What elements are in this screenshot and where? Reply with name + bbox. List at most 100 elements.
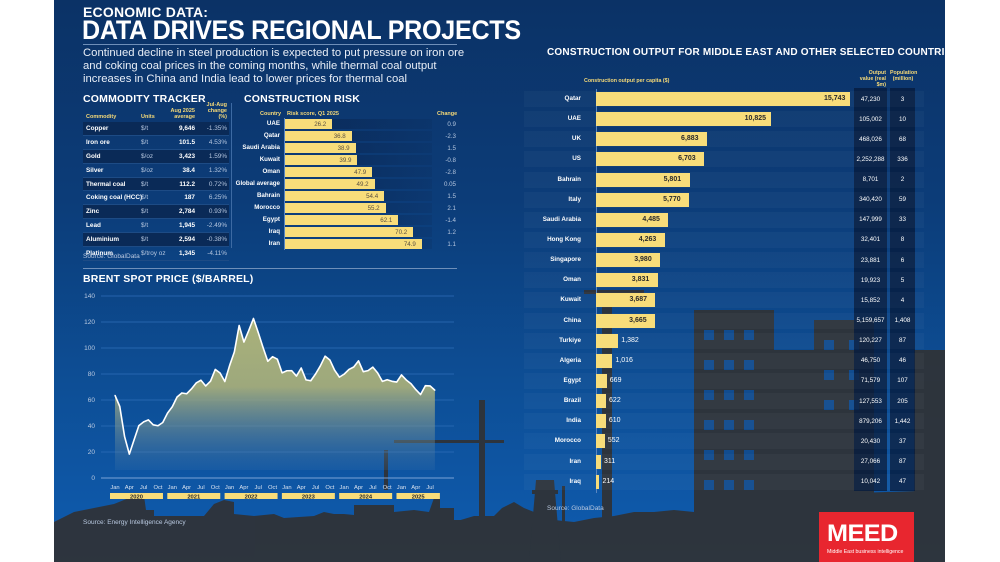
year-band	[110, 493, 163, 499]
country-label: Egypt	[563, 376, 582, 384]
meed-logo[interactable]: MEED Middle East business intelligence	[819, 512, 914, 562]
brent-point	[367, 370, 369, 372]
output-value-label: 5,770	[663, 195, 681, 203]
x-tick-label: Oct	[211, 485, 220, 491]
population-column-bg	[890, 88, 915, 491]
year-label: 2022	[245, 494, 258, 500]
risk-country-label: Morocco	[254, 204, 280, 211]
output-value-label: 311	[604, 457, 616, 465]
country-label: Singapore	[550, 256, 581, 264]
brent-point	[205, 385, 207, 387]
x-tick-label: Jan	[225, 485, 234, 491]
output-value-cell: 879,206	[859, 417, 882, 425]
country-label: UAE	[567, 115, 581, 123]
table-row: Silver $/oz 38.4 1.32%	[83, 164, 229, 178]
country-label: Hong Kong	[547, 235, 581, 243]
risk-row: Kuwait 39.9 -0.8	[240, 154, 458, 166]
commodity-average: 2,784	[179, 208, 195, 216]
risk-row: UAE 26.2 0.9	[240, 118, 458, 130]
output-row: Brazil 622 127,553 205	[524, 391, 924, 411]
output-bar	[596, 152, 705, 167]
output-row: Iraq 214 10,042 47	[524, 472, 924, 492]
output-value-cell: 120,227	[859, 337, 882, 345]
x-tick-label: Apr	[182, 485, 191, 491]
output-value-label: 3,687	[629, 296, 648, 304]
population-cell: 107	[897, 377, 908, 385]
commodity-name: Gold	[86, 152, 101, 160]
commodity-units: $/t	[141, 180, 149, 188]
population-cell: 1,408	[894, 317, 911, 325]
brent-point	[181, 392, 183, 394]
brent-point	[405, 379, 407, 381]
brent-point	[310, 380, 312, 382]
commodity-units: $/t	[141, 125, 149, 132]
risk-country-label: Oman	[262, 168, 280, 175]
column-header: Population (million)	[890, 70, 917, 82]
risk-value-label: 70.2	[395, 228, 408, 236]
commodity-average: 3,423	[179, 152, 195, 160]
brent-point	[267, 360, 269, 362]
brent-point	[214, 368, 216, 371]
brent-point	[195, 382, 197, 384]
country-label: Morocco	[554, 437, 581, 445]
brent-point	[353, 366, 355, 368]
x-tick-label: Oct	[325, 485, 334, 491]
commodity-name: Iron ore	[86, 138, 110, 146]
output-bar	[596, 112, 771, 127]
output-value-label: 10,825	[744, 115, 767, 123]
output-row: Turkiye 1,382 120,227 87	[524, 331, 924, 351]
risk-value-label: 62.1	[380, 216, 393, 224]
brent-point	[343, 373, 345, 375]
output-value-label: 552	[607, 437, 620, 445]
x-tick-label: Apr	[125, 485, 134, 491]
population-cell: 3	[900, 95, 905, 103]
brent-point	[166, 412, 169, 414]
column-header: Units	[141, 114, 155, 120]
year-label: 2021	[187, 494, 201, 500]
output-value-label: 15,743	[824, 95, 846, 102]
x-tick-label: Jan	[340, 485, 349, 491]
year-band	[167, 493, 221, 499]
year-label: 2025	[412, 494, 426, 500]
y-tick-label: 140	[84, 293, 95, 300]
construction-output-chart: Qatar 15,743 47,230 3 UAE 10,825 105,002 10 UK 6,…	[524, 89, 924, 492]
output-value-label: 1,382	[621, 336, 639, 344]
commodity-tracker-title: COMMODITY TRACKER	[83, 93, 206, 105]
commodity-average: 1,945	[179, 222, 195, 230]
population-cell: 1,442	[894, 417, 911, 425]
brent-point	[400, 374, 403, 376]
brent-point	[147, 419, 150, 421]
y-tick-label: 40	[88, 423, 96, 430]
output-value-cell: 147,999	[859, 216, 882, 224]
output-row: India 610 879,206 1,442	[524, 411, 924, 431]
output-value-cell: 468,026	[859, 135, 882, 143]
output-value-column-bg	[854, 88, 887, 491]
risk-bar	[284, 143, 356, 153]
risk-row: Global average 49.2 0.05	[236, 178, 458, 190]
brent-point	[162, 421, 164, 424]
x-tick-label: Apr	[411, 485, 420, 491]
table-body: Copper $/t 9,646 -1.35% Iron ore $/t 101.5 4.53…	[83, 122, 229, 261]
output-row: UAE 10,825 105,002 10	[524, 109, 924, 129]
output-value-cell: 340,420	[859, 196, 882, 204]
table-row: Thermal coal $/t 112.2 0.72%	[83, 177, 229, 192]
y-tick-label: 80	[88, 371, 96, 378]
output-bar	[596, 474, 600, 489]
commodity-change: -4.11%	[207, 250, 227, 258]
commodity-average: 112.2	[179, 180, 195, 188]
risk-change-label: 1.2	[447, 228, 456, 236]
brent-point	[233, 351, 235, 353]
risk-value-label: 74.9	[403, 240, 416, 248]
risk-change-label: 0.9	[447, 120, 456, 128]
brent-point	[300, 367, 302, 369]
output-row: China 3,665 5,159,657 1,408	[524, 311, 924, 331]
brent-point	[334, 369, 336, 371]
risk-bar-track	[284, 155, 432, 165]
output-bar	[596, 192, 690, 207]
year-label: 2024	[359, 494, 373, 500]
country-label: India	[566, 417, 581, 425]
brent-point	[209, 380, 212, 382]
output-value-label: 622	[609, 397, 621, 405]
brent-point	[257, 331, 259, 334]
output-row: Singapore 3,980 23,881 6	[524, 250, 924, 270]
